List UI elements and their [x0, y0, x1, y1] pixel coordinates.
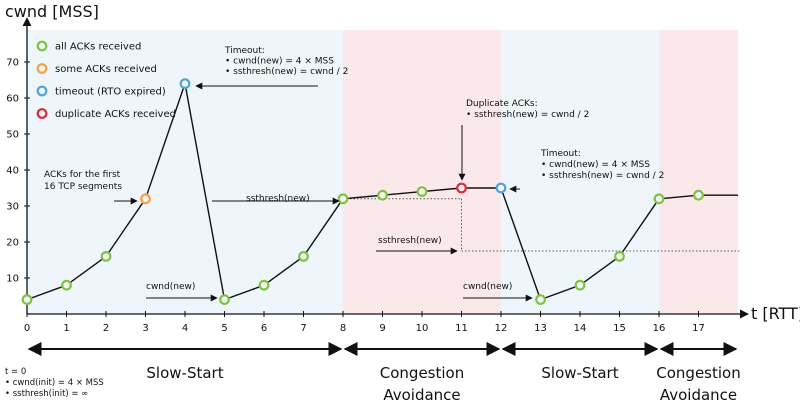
ssthresh-annotation-2-line-0: ssthresh(new) [378, 236, 442, 246]
initial-conditions: t = 0• cwnd(init) = 4 × MSS• ssthresh(in… [5, 367, 104, 399]
legend-marker-dup [36, 108, 48, 119]
legend-label-dup: duplicate ACKs received [55, 109, 176, 120]
timeout-annotation-1-line-2: • ssthresh(new) = cwnd / 2 [225, 67, 348, 77]
y-axis-title: cwnd [MSS] [5, 2, 99, 21]
marker-all-t17 [693, 189, 704, 201]
legend-marker-timeout [36, 85, 48, 97]
y-tick-label-60: 60 [6, 94, 19, 105]
x-tick-label-16: 16 [653, 323, 666, 334]
y-tick-label-40: 40 [6, 166, 19, 177]
annotations: Timeout:• cwnd(new) = 4 × MSS• ssthresh(… [44, 46, 664, 302]
y-tick-label-20: 20 [6, 238, 19, 249]
timeout-annotation-1-line-0: Timeout: [224, 46, 265, 56]
legend-label-timeout: timeout (RTO expired) [55, 87, 166, 98]
legend: all ACKs received some ACKs received timeo… [36, 40, 176, 120]
cwnd-annotation-2-line-0: cwnd(new) [463, 282, 512, 292]
legend-label-some: some ACKs received [55, 64, 157, 75]
x-tick-label-15: 15 [613, 323, 626, 334]
x-tick-label-11: 11 [455, 323, 468, 334]
first-segments-annotation-line-0: ACKs for the first [44, 170, 121, 180]
init-line-1: • cwnd(init) = 4 × MSS [5, 378, 104, 388]
marker-all-t5 [219, 294, 230, 306]
timeout-annotation-2-line-2: • ssthresh(new) = cwnd / 2 [541, 171, 664, 181]
phase-bg-3 [659, 30, 738, 314]
x-tick-label-10: 10 [416, 323, 429, 334]
x-axis-title: t [RTT] [751, 304, 800, 323]
y-tick-label-50: 50 [6, 130, 19, 141]
cwnd-annotation-1-line-0: cwnd(new) [146, 282, 195, 292]
x-tick-label-3: 3 [142, 323, 148, 334]
init-line-2: • ssthresh(init) = ∞ [5, 389, 88, 399]
x-tick-label-14: 14 [574, 323, 587, 334]
marker-all-t9 [377, 189, 388, 201]
x-tick-label-6: 6 [261, 323, 267, 334]
ssthresh-lines [343, 198, 740, 252]
x-tick-label-12: 12 [495, 323, 508, 334]
dupack-annotation-line-1: • ssthresh(new) = cwnd / 2 [466, 110, 589, 120]
x-tick-label-17: 17 [692, 323, 705, 334]
marker-timeout-t12 [495, 182, 507, 194]
x-tick-label-13: 13 [534, 323, 547, 334]
phase-label-3-1: Avoidance [660, 386, 737, 404]
y-tick-label-30: 30 [6, 202, 19, 213]
phase-label-0-0: Slow-Start [146, 364, 223, 382]
phase-labels: Slow-Start Congestion Avoidance Slow-Start C… [27, 342, 741, 404]
marker-all-t2 [100, 250, 112, 262]
legend-marker-some [36, 63, 48, 74]
x-tick-label-9: 9 [379, 323, 385, 334]
phase-backgrounds [27, 30, 738, 314]
timeout-annotation-2-line-1: • cwnd(new) = 4 × MSS [541, 160, 650, 170]
ssthresh-annotation-1-line-0: ssthresh(new) [246, 194, 310, 204]
phase-label-3-0: Congestion [656, 364, 740, 382]
marker-dup-t11 [456, 182, 467, 194]
phase-label-2-0: Slow-Start [541, 364, 618, 382]
marker-all-t6 [258, 279, 270, 291]
marker-all-t14 [574, 279, 586, 291]
marker-timeout-t4 [179, 78, 191, 89]
phase-bg-2 [501, 30, 659, 314]
y-tick-label-10: 10 [6, 274, 19, 285]
x-tick-label-7: 7 [300, 323, 306, 334]
init-line-0: t = 0 [5, 367, 26, 377]
x-tick-label-0: 0 [24, 323, 30, 334]
markers [21, 78, 704, 306]
phase-bg-1 [343, 30, 501, 314]
timeout-annotation-2-line-0: Timeout: [540, 149, 581, 159]
x-tick-label-1: 1 [63, 323, 69, 334]
marker-all-t16 [653, 193, 665, 205]
marker-all-t0 [21, 294, 33, 306]
marker-some-t3 [140, 193, 151, 205]
dupack-annotation-line-0: Duplicate ACKs: [466, 99, 538, 109]
y-tick-label-70: 70 [6, 58, 19, 69]
marker-all-t10 [416, 186, 428, 198]
marker-all-t15 [614, 250, 625, 262]
x-tick-label-5: 5 [221, 323, 227, 334]
marker-all-t8 [337, 193, 349, 205]
x-tick-label-2: 2 [103, 323, 109, 334]
marker-all-t13 [535, 294, 546, 306]
x-tick-label-8: 8 [340, 323, 346, 334]
legend-marker-all [36, 40, 48, 52]
legend-label-all: all ACKs received [55, 42, 141, 53]
first-segments-annotation-line-1: 16 TCP segments [44, 182, 122, 192]
marker-all-t7 [298, 250, 309, 262]
phase-label-1-0: Congestion [380, 364, 464, 382]
phase-label-1-1: Avoidance [383, 386, 460, 404]
timeout-annotation-1-line-1: • cwnd(new) = 4 × MSS [225, 57, 334, 67]
marker-all-t1 [61, 279, 72, 291]
x-tick-label-4: 4 [182, 323, 188, 334]
